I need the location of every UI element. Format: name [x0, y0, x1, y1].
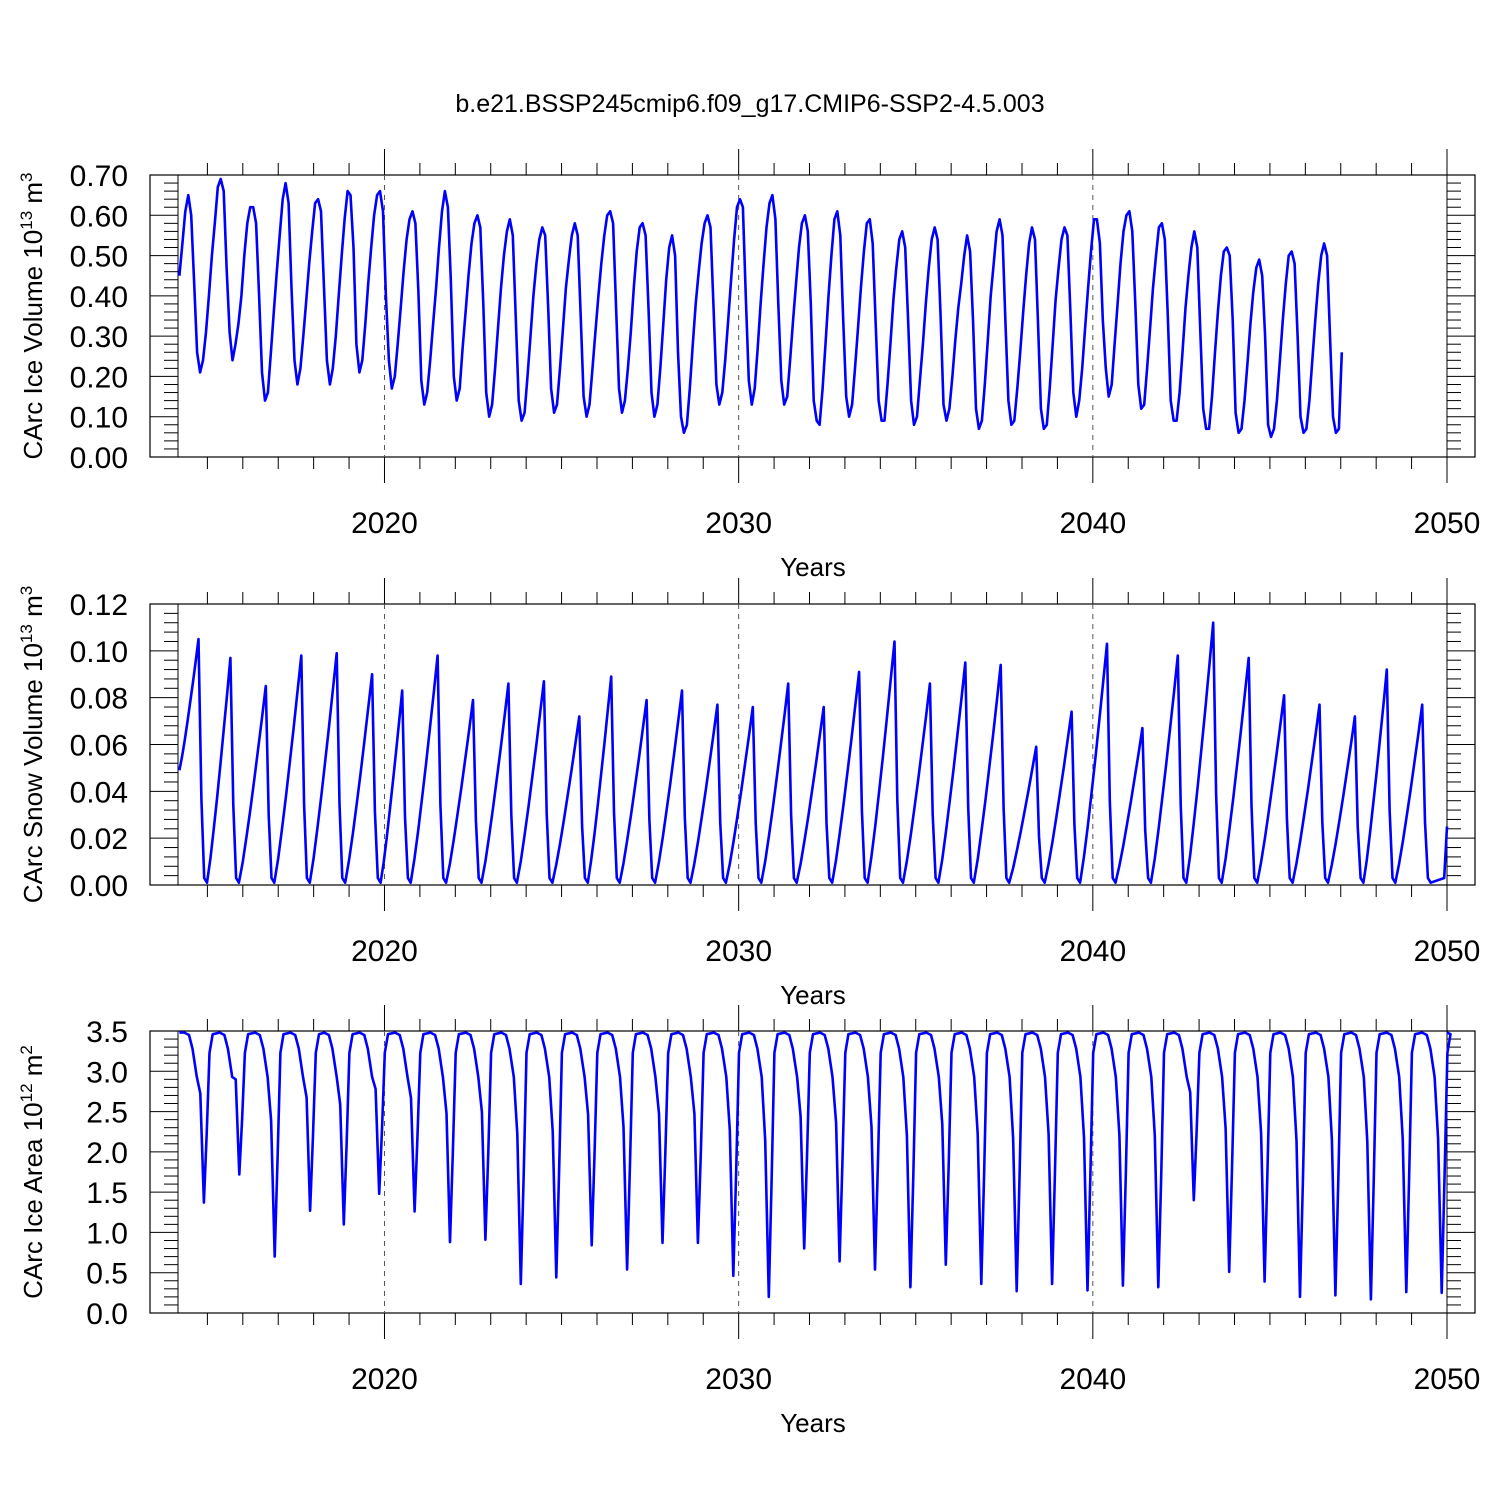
ytick-label: 0.00: [70, 870, 128, 903]
ytick-label: 0.08: [70, 683, 128, 716]
series-line-snow-volume: [178, 621, 1449, 884]
ytick-label: 0.50: [70, 241, 128, 274]
ytick-label: 0.10: [70, 636, 128, 669]
series-line-ice-area: [179, 1031, 1452, 1301]
chart-title: b.e21.BSSP245cmip6.f09_g17.CMIP6-SSP2-4.…: [455, 90, 1044, 118]
x-axis-label: Years: [780, 552, 846, 582]
xtick-label: 2020: [351, 507, 418, 540]
xtick-label: 2020: [351, 935, 418, 968]
plot-frame: [149, 174, 1476, 458]
ytick-label: 0.5: [86, 1258, 128, 1291]
ytick-label: 0.12: [70, 589, 128, 622]
x-axis-label: Years: [780, 1408, 846, 1438]
ytick-label: 0.06: [70, 730, 128, 763]
ytick-label: 1.5: [86, 1177, 128, 1210]
ytick-label: 0.30: [70, 321, 128, 354]
panel-ice-volume: 0.00 0.10 0.20 0.30 0.40 0.50 0.60 0.70 2020 2030…: [17, 149, 1480, 582]
ytick-label: 2.5: [86, 1097, 128, 1130]
ytick-label: 0.60: [70, 200, 128, 233]
y-axis-label: CArc Snow Volume 1013 m3: [17, 586, 48, 903]
xtick-label: 2040: [1059, 1363, 1126, 1396]
xtick-label: 2030: [705, 507, 772, 540]
ytick-label: 0.70: [70, 160, 128, 193]
series-line-ice-volume: [178, 177, 1344, 439]
xtick-label: 2030: [705, 935, 772, 968]
x-axis-label: Years: [780, 980, 846, 1010]
xtick-label: 2040: [1059, 507, 1126, 540]
ytick-label: 2.0: [86, 1137, 128, 1170]
xtick-label: 2050: [1414, 1363, 1481, 1396]
xtick-label: 2030: [705, 1363, 772, 1396]
ytick-label: 0.10: [70, 402, 128, 435]
panel-ice-area: 0.0 0.5 1.0 1.5 2.0 2.5 3.0 3.5 2020 2030 2040 2050…: [17, 1005, 1480, 1438]
ytick-label: 3.5: [86, 1016, 128, 1049]
plot-frame: [149, 603, 1476, 886]
xtick-label: 2050: [1414, 935, 1481, 968]
ytick-label: 1.0: [86, 1217, 128, 1250]
ytick-label: 3.0: [86, 1056, 128, 1089]
plot-frame: [149, 1030, 1476, 1314]
ytick-label: 0.0: [86, 1298, 128, 1331]
panel-snow-volume: 0.00 0.02 0.04 0.06 0.08 0.10 0.12 2020 2030 2040…: [17, 578, 1480, 1010]
ytick-label: 0.04: [70, 776, 128, 809]
xtick-label: 2050: [1414, 507, 1481, 540]
xtick-label: 2040: [1059, 935, 1126, 968]
ytick-label: 0.40: [70, 281, 128, 314]
ytick-label: 0.20: [70, 361, 128, 394]
ytick-label: 0.00: [70, 442, 128, 475]
y-axis-label: CArc Ice Volume 1013 m3: [17, 172, 48, 459]
ytick-label: 0.02: [70, 823, 128, 856]
xtick-label: 2020: [351, 1363, 418, 1396]
y-axis-label: CArc Ice Area 1012 m2: [17, 1045, 48, 1299]
